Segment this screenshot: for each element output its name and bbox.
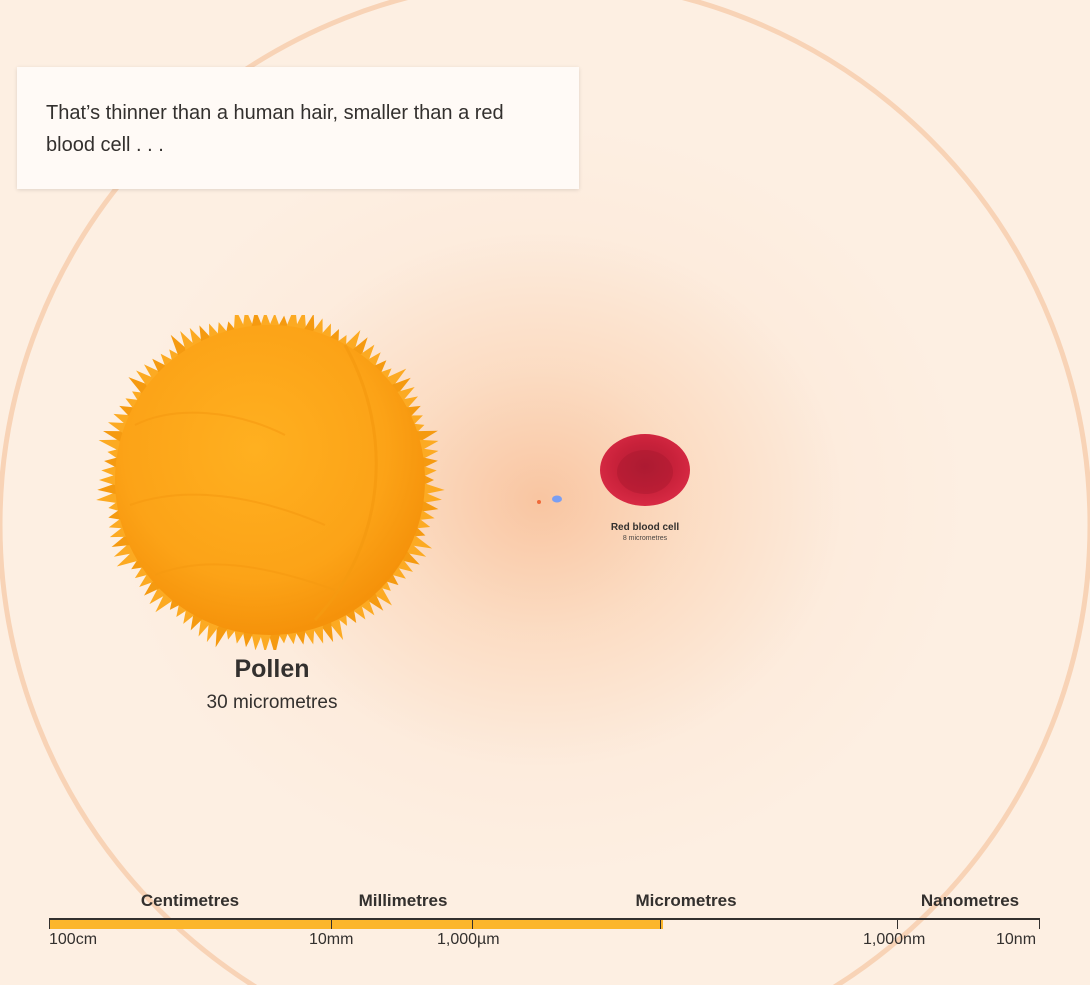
pollen-body (115, 325, 425, 635)
tick-progress-end (660, 918, 661, 929)
pollen-spike (369, 360, 387, 378)
pollen-label: Pollen (234, 655, 310, 683)
red-blood-cell-size-label: 8 micrometres (622, 535, 668, 542)
tick-label-10mm: 10mm (309, 931, 354, 948)
unit-label-centimetres: Centimetres (140, 891, 240, 910)
caption-box: That’s thinner than a human hair, smalle… (17, 67, 579, 189)
tick-10mm (331, 918, 332, 929)
pollen-spike (97, 481, 121, 496)
tick-1000nm (897, 918, 898, 929)
pollen-spike (152, 358, 171, 378)
tick-10nm (1039, 918, 1040, 929)
caption-text: That’s thinner than a human hair, smalle… (46, 102, 504, 156)
red-blood-cell-illustration (600, 434, 690, 506)
tick-100cm (49, 918, 50, 929)
red-blood-cell-label: Red blood cell (610, 522, 680, 533)
pollen-spike (139, 569, 159, 587)
pollen-spike (419, 481, 445, 496)
scale-axis-line (49, 918, 1040, 920)
unit-label-micrometres: Micrometres (635, 891, 737, 910)
tick-label-1000nm: 1,000nm (863, 931, 926, 948)
unit-label-millimetres: Millimetres (358, 891, 448, 910)
scale-progress-fill (49, 920, 663, 929)
tick-label-1000um: 1,000µm (437, 931, 500, 948)
pollen-spike (363, 352, 381, 372)
pollen-spike (160, 353, 177, 372)
tick-1000um (472, 918, 473, 929)
unit-label-nanometres: Nanometres (920, 891, 1020, 910)
scale-bar: Centimetres Millimetres Micrometres Nano… (0, 880, 1090, 960)
pollen-spike (99, 473, 121, 487)
tiny-particle-dot (537, 500, 541, 504)
tick-label-100cm: 100cm (49, 931, 98, 948)
pollen-illustration (96, 315, 445, 650)
tiny-particle-blob (552, 495, 562, 503)
pollen-size-label: 30 micrometres (206, 692, 338, 713)
tick-label-10nm: 10nm (996, 931, 1037, 948)
